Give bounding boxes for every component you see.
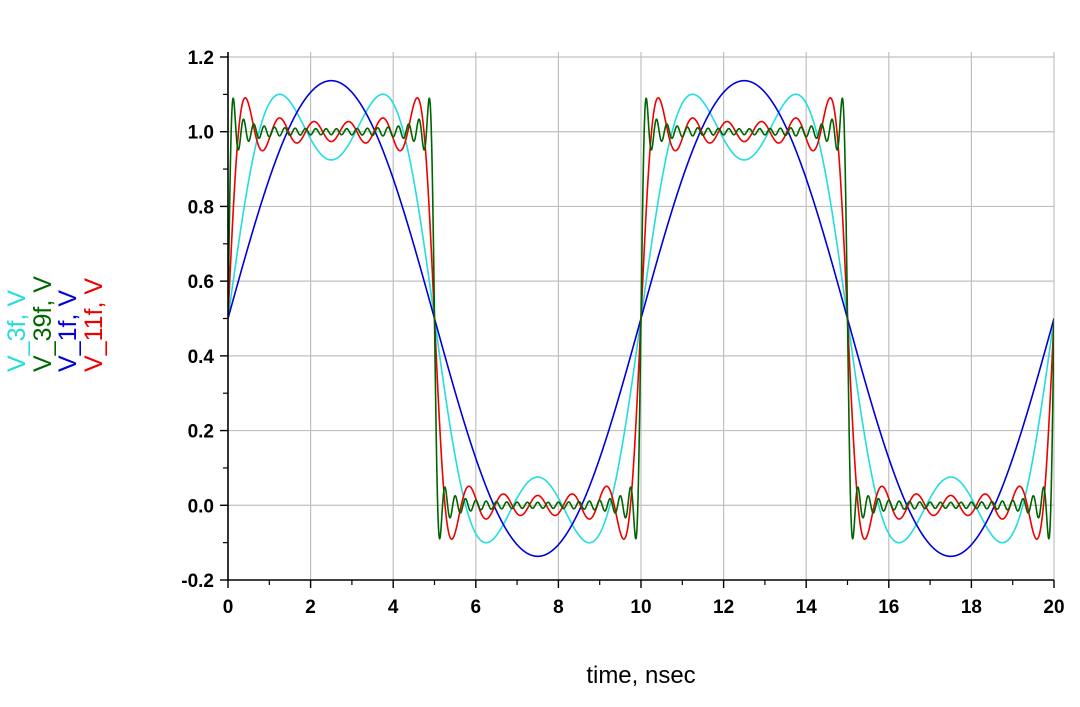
series-label: V_1f, V (54, 290, 82, 372)
series-line (228, 97, 1054, 540)
y-tick-label: 0.4 (188, 347, 215, 368)
series-group (228, 79, 1054, 558)
y-tick-label: 0.8 (188, 197, 214, 218)
x-tick-label: 6 (471, 597, 482, 618)
x-tick-label: 2 (305, 597, 316, 618)
series-label: V_39f, V (29, 276, 57, 372)
x-tick-label: 12 (713, 597, 734, 618)
x-tick-label: 16 (878, 597, 899, 618)
y-tick-label: 1.0 (188, 123, 214, 144)
x-tick-label: 4 (388, 597, 399, 618)
x-tick-label: 20 (1043, 597, 1064, 618)
series-label: V_11f, V (80, 278, 108, 372)
y-tick-label: 0.0 (188, 496, 214, 517)
y-tick-label: 0.6 (188, 272, 214, 293)
x-axis-title: time, nsec (586, 662, 695, 689)
x-tick-label: 10 (630, 597, 651, 618)
y-tick-label: 1.2 (188, 48, 214, 69)
y-tick-labels: -0.2 0.0 0.2 0.4 0.6 0.8 1.0 1.2 (181, 48, 214, 592)
x-tick-labels: 0 2 4 6 8 10 12 14 16 18 20 (223, 597, 1065, 618)
tick-marks (220, 56, 1055, 588)
series-label: V_3f, V (3, 290, 31, 372)
x-tick-label: 0 (223, 597, 234, 618)
plot-area (228, 79, 1054, 558)
series-labels: V_3f, VV_39f, VV_1f, VV_11f, V (3, 276, 108, 372)
x-tick-label: 14 (796, 597, 818, 618)
y-tick-label: 0.2 (188, 422, 214, 443)
x-tick-label: 8 (553, 597, 564, 618)
y-tick-label: -0.2 (181, 571, 214, 592)
x-tick-label: 18 (961, 597, 982, 618)
